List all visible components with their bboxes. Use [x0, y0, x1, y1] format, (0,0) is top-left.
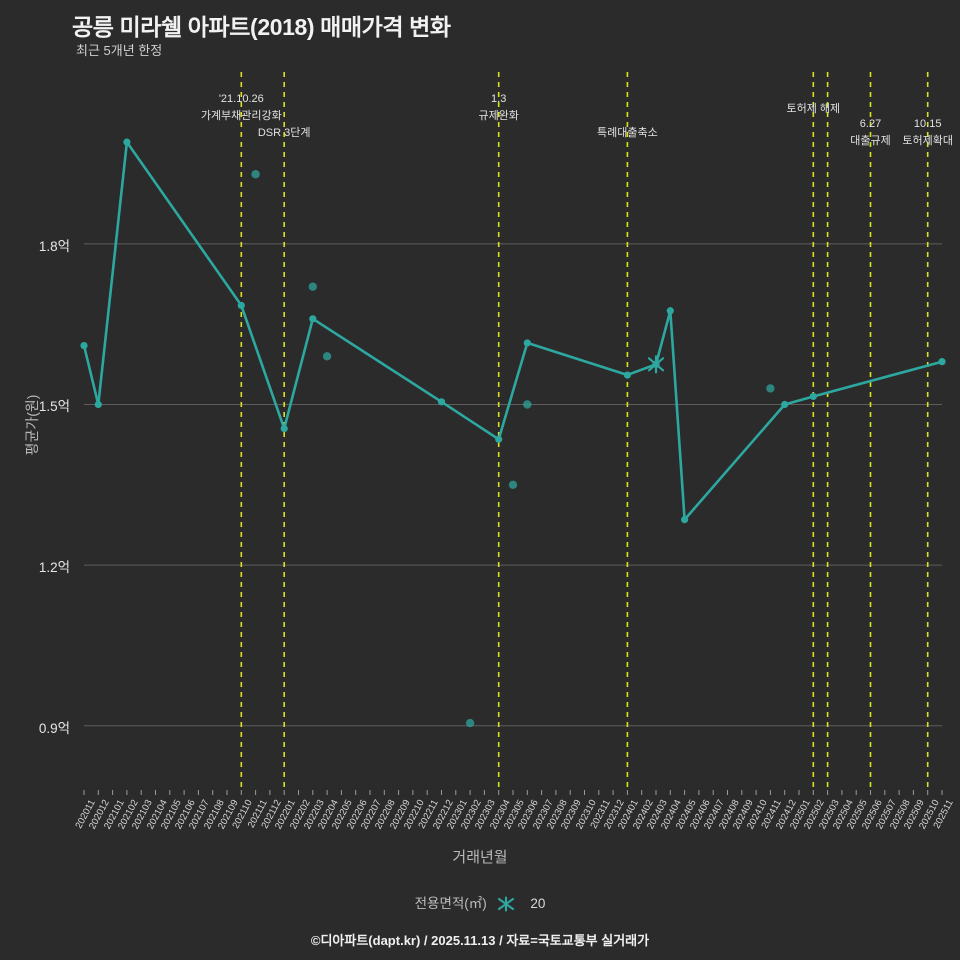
x-axis-title: 거래년월 — [452, 849, 508, 866]
event-annotation-date: '21.10.26 — [218, 93, 264, 105]
y-axis-tick-label: 1.2억 — [38, 560, 70, 576]
event-annotation-date: 10.15 — [913, 118, 942, 130]
event-annotation-label: DSR 3단계 — [257, 127, 311, 139]
event-annotation-date: 1.3 — [491, 93, 507, 105]
series-x-marker-icon — [647, 355, 665, 374]
page-title: 공릉 미라쉘 아파트(2018) 매매가격 변화 — [72, 14, 451, 40]
y-axis-title: 평균가(원) — [24, 394, 40, 456]
y-axis-tick-label: 1.5억 — [38, 399, 70, 415]
event-annotation-date: 6.27 — [859, 118, 882, 130]
event-annotation-label: 가계부채관리강화 — [200, 110, 282, 122]
event-annotation-label: 특례대출축소 — [597, 127, 658, 139]
page-subtitle: 최근 5개년 한정 — [76, 43, 163, 58]
event-annotation-label: 토허제확대 — [902, 135, 953, 147]
legend-label: 전용면적(㎡) — [414, 896, 487, 911]
event-annotation-label: 토허제 해제 — [786, 103, 841, 115]
chart-legend: 전용면적(㎡) 20 — [0, 892, 960, 912]
legend-value: 20 — [530, 896, 546, 911]
event-annotation-label: 대출규제 — [850, 135, 891, 147]
y-axis-tick-label: 1.8억 — [38, 238, 70, 254]
y-axis-tick-label: 0.9억 — [38, 720, 70, 736]
footer-credit: ©디아파트(dapt.kr) / 2025.11.13 / 자료=국토교통부 실… — [310, 933, 650, 948]
event-annotation-label: 규제완화 — [478, 110, 519, 122]
x-marker-icon — [497, 896, 514, 912]
